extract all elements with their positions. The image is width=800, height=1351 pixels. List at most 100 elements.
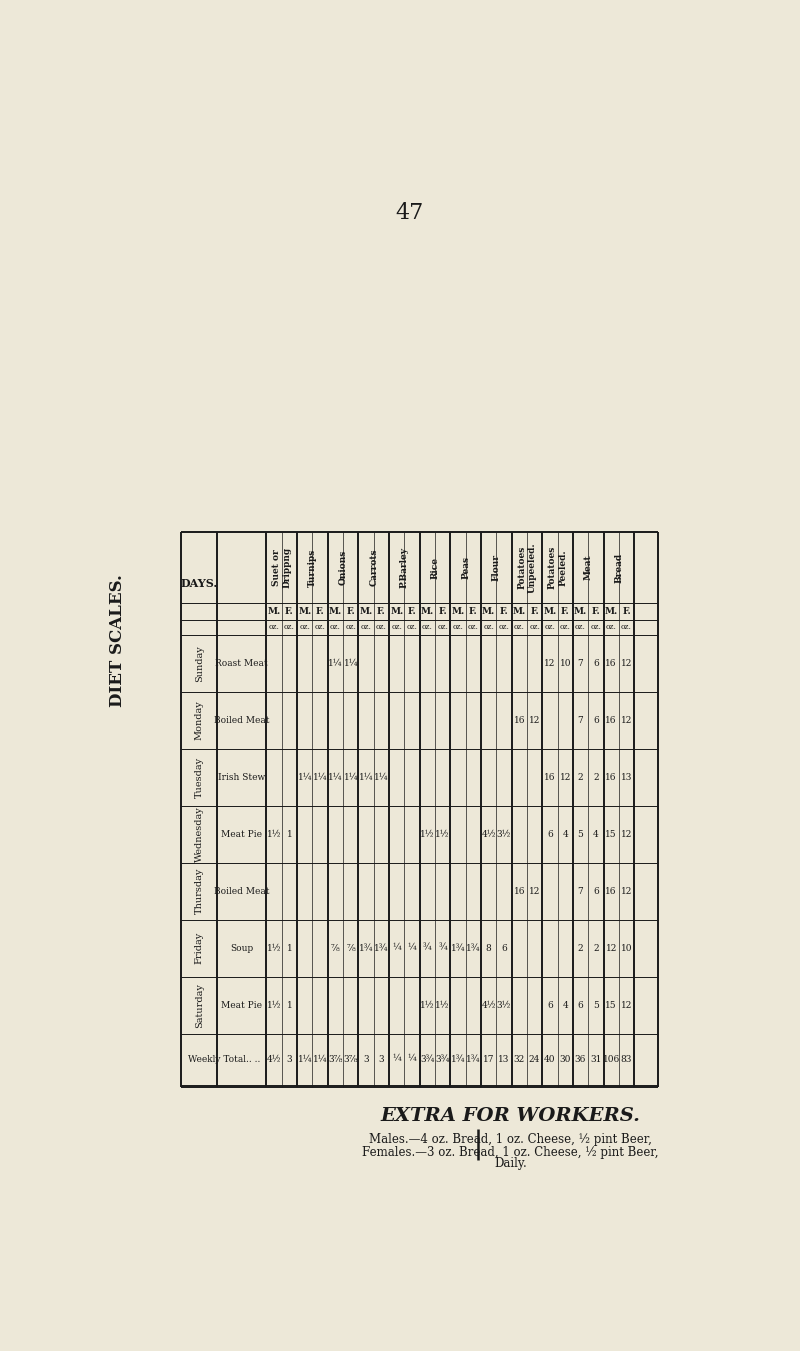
Text: 2: 2 bbox=[578, 773, 583, 782]
Text: Flour: Flour bbox=[492, 554, 501, 581]
Text: Tuesday: Tuesday bbox=[194, 757, 204, 798]
Text: 15: 15 bbox=[606, 1001, 617, 1009]
Text: oz.: oz. bbox=[514, 623, 525, 631]
Text: ¼: ¼ bbox=[392, 944, 401, 952]
Text: 1¾: 1¾ bbox=[466, 1055, 481, 1063]
Text: F.: F. bbox=[408, 607, 417, 616]
Text: Saturday: Saturday bbox=[194, 982, 204, 1028]
Text: 12: 12 bbox=[621, 830, 632, 839]
Text: 4½: 4½ bbox=[482, 1001, 496, 1009]
Text: 12: 12 bbox=[529, 886, 540, 896]
Text: DIET SCALES.: DIET SCALES. bbox=[109, 574, 126, 707]
Text: oz.: oz. bbox=[346, 623, 356, 631]
Text: 1¾: 1¾ bbox=[466, 944, 481, 952]
Text: 3⅞: 3⅞ bbox=[328, 1055, 342, 1063]
Text: oz.: oz. bbox=[438, 623, 448, 631]
Text: 16: 16 bbox=[544, 773, 556, 782]
Text: oz.: oz. bbox=[575, 623, 586, 631]
Text: oz.: oz. bbox=[422, 623, 433, 631]
Text: oz.: oz. bbox=[314, 623, 326, 631]
Text: ¼: ¼ bbox=[408, 944, 417, 952]
Text: ¾: ¾ bbox=[423, 944, 432, 952]
Text: Weekly Total.. ..: Weekly Total.. .. bbox=[188, 1055, 260, 1063]
Text: Suet or
Drippng: Suet or Drippng bbox=[272, 547, 291, 588]
Text: 1½: 1½ bbox=[267, 944, 282, 952]
Text: 5: 5 bbox=[593, 1001, 599, 1009]
Text: 1½: 1½ bbox=[420, 830, 434, 839]
Text: oz.: oz. bbox=[269, 623, 279, 631]
Text: 1½: 1½ bbox=[420, 1001, 434, 1009]
Text: oz.: oz. bbox=[529, 623, 540, 631]
Text: 1¾: 1¾ bbox=[450, 1055, 466, 1063]
Text: 12: 12 bbox=[621, 659, 632, 667]
Text: ¼: ¼ bbox=[392, 1055, 401, 1063]
Text: 6: 6 bbox=[593, 659, 598, 667]
Text: 10: 10 bbox=[621, 944, 632, 952]
Text: M.: M. bbox=[574, 607, 587, 616]
Text: ⅞: ⅞ bbox=[346, 944, 355, 952]
Text: 1¼: 1¼ bbox=[298, 1055, 312, 1063]
Text: 1¼: 1¼ bbox=[328, 659, 342, 667]
Text: 8: 8 bbox=[486, 944, 491, 952]
Text: M.: M. bbox=[451, 607, 465, 616]
Text: oz.: oz. bbox=[330, 623, 341, 631]
Text: ¼: ¼ bbox=[408, 1055, 417, 1063]
Text: F.: F. bbox=[346, 607, 355, 616]
Text: F.: F. bbox=[285, 607, 294, 616]
Text: oz.: oz. bbox=[299, 623, 310, 631]
Text: M.: M. bbox=[421, 607, 434, 616]
Text: 1¾: 1¾ bbox=[359, 944, 374, 952]
Text: 2: 2 bbox=[593, 773, 598, 782]
Text: 1¼: 1¼ bbox=[343, 659, 358, 667]
Text: 6: 6 bbox=[501, 944, 507, 952]
Text: 1¼: 1¼ bbox=[359, 773, 374, 782]
Text: Meat: Meat bbox=[584, 555, 593, 581]
Text: Boiled Meat: Boiled Meat bbox=[214, 716, 270, 725]
Text: ¾: ¾ bbox=[438, 944, 447, 952]
Text: oz.: oz. bbox=[606, 623, 617, 631]
Text: oz.: oz. bbox=[590, 623, 602, 631]
Text: oz.: oz. bbox=[483, 623, 494, 631]
Text: oz.: oz. bbox=[391, 623, 402, 631]
Text: 16: 16 bbox=[606, 659, 617, 667]
Text: 12: 12 bbox=[606, 944, 617, 952]
Text: 6: 6 bbox=[593, 716, 598, 725]
Text: Potatoes
Unpeeled.: Potatoes Unpeeled. bbox=[518, 542, 537, 593]
Text: 36: 36 bbox=[575, 1055, 586, 1063]
Text: 2: 2 bbox=[593, 944, 598, 952]
Text: 3⅞: 3⅞ bbox=[343, 1055, 358, 1063]
Text: F.: F. bbox=[591, 607, 600, 616]
Text: 4½: 4½ bbox=[482, 830, 496, 839]
Text: 30: 30 bbox=[559, 1055, 571, 1063]
Text: 1½: 1½ bbox=[267, 830, 282, 839]
Text: 83: 83 bbox=[621, 1055, 632, 1063]
Text: 16: 16 bbox=[606, 716, 617, 725]
Text: F.: F. bbox=[377, 607, 386, 616]
Text: 17: 17 bbox=[483, 1055, 494, 1063]
Text: oz.: oz. bbox=[545, 623, 555, 631]
Text: F.: F. bbox=[438, 607, 447, 616]
Text: M.: M. bbox=[359, 607, 373, 616]
Text: 1¼: 1¼ bbox=[374, 773, 389, 782]
Text: 1¼: 1¼ bbox=[328, 773, 342, 782]
Text: 12: 12 bbox=[621, 1001, 632, 1009]
Text: Peas: Peas bbox=[461, 557, 470, 580]
Text: 7: 7 bbox=[578, 659, 583, 667]
Text: Soup: Soup bbox=[230, 944, 254, 952]
Text: oz.: oz. bbox=[560, 623, 570, 631]
Text: oz.: oz. bbox=[376, 623, 387, 631]
Text: oz.: oz. bbox=[361, 623, 371, 631]
Text: Irish Stew: Irish Stew bbox=[218, 773, 266, 782]
Text: 16: 16 bbox=[514, 886, 525, 896]
Text: oz.: oz. bbox=[498, 623, 510, 631]
Text: Boiled Meat: Boiled Meat bbox=[214, 886, 270, 896]
Text: 1¼: 1¼ bbox=[298, 773, 312, 782]
Text: oz.: oz. bbox=[284, 623, 295, 631]
Text: M.: M. bbox=[298, 607, 311, 616]
Text: M.: M. bbox=[513, 607, 526, 616]
Text: 1¾: 1¾ bbox=[374, 944, 389, 952]
Text: 4½: 4½ bbox=[267, 1055, 282, 1063]
Text: Sunday: Sunday bbox=[194, 644, 204, 682]
Text: 16: 16 bbox=[514, 716, 525, 725]
Text: 4: 4 bbox=[562, 1001, 568, 1009]
